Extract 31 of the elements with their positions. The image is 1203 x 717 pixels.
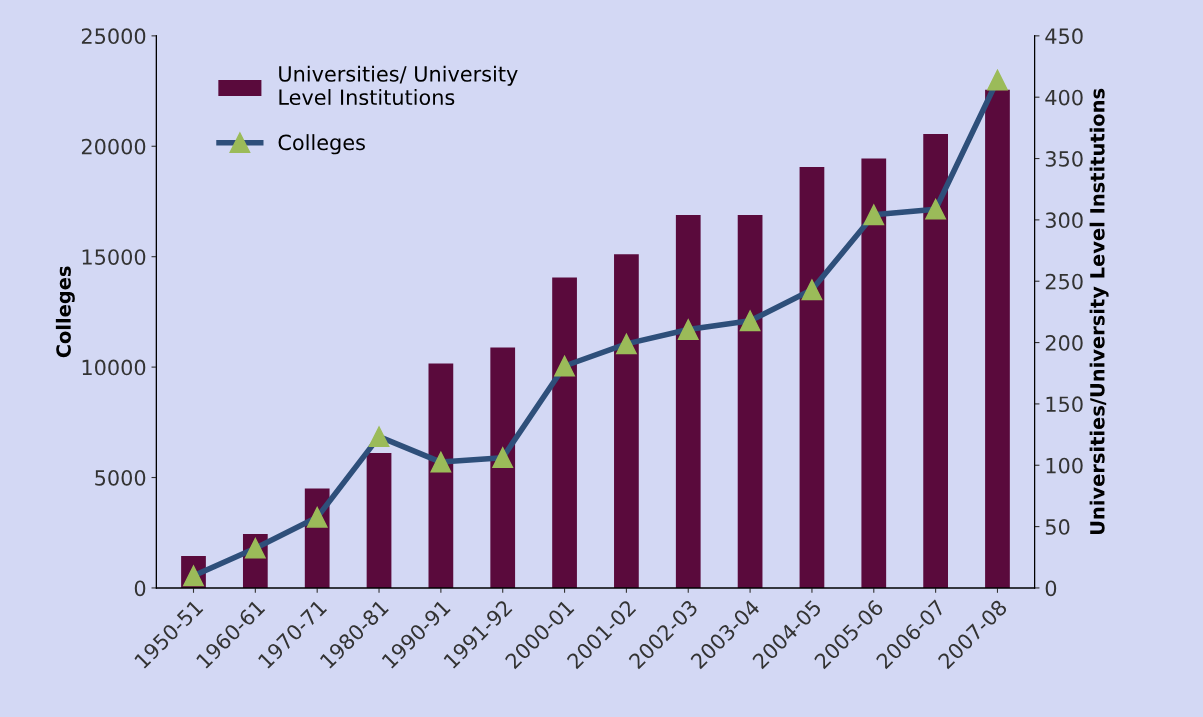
bar	[428, 363, 454, 588]
bar	[737, 214, 763, 588]
y2-axis-title: Universities/University Level Institutions	[1089, 88, 1109, 535]
y2-tick-label: 50	[1045, 519, 1070, 535]
y-tick-label: 10000	[82, 359, 146, 376]
y2-tick-label: 100	[1046, 457, 1083, 474]
y2-tick-label: 150	[1046, 396, 1083, 413]
bar	[552, 277, 577, 588]
y-tick-label: 20000	[81, 138, 146, 155]
bar	[366, 452, 392, 588]
y2-tick-label: 0	[1045, 580, 1057, 597]
bar	[614, 254, 639, 588]
y2-tick-label: 350	[1045, 150, 1083, 167]
y2-tick-label: 250	[1045, 273, 1083, 290]
bar	[490, 347, 516, 588]
y2-tick-label: 450	[1045, 28, 1083, 45]
bar	[861, 158, 887, 588]
y2-tick-label: 400	[1045, 89, 1083, 106]
y-tick-label: 5000	[95, 469, 146, 486]
legend-label: Universities/ University Level Institutions	[279, 65, 518, 106]
y-tick-label: 15000	[82, 249, 146, 265]
legend-label: Colleges	[278, 134, 365, 155]
y2-tick-label: 300	[1045, 212, 1083, 229]
y2-tick-label: 200	[1045, 335, 1083, 351]
y-tick-label: 25000	[81, 28, 146, 45]
bar	[675, 214, 701, 588]
bar	[799, 167, 825, 588]
bar	[923, 134, 948, 588]
y-tick-label: 0	[134, 580, 146, 597]
bar	[985, 89, 1010, 588]
y-axis-title: Colleges	[55, 266, 75, 358]
